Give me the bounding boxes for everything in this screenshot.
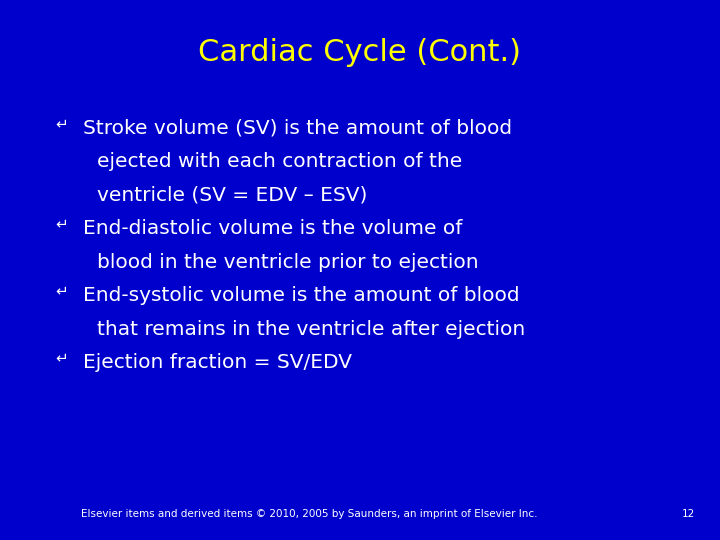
Text: Stroke volume (SV) is the amount of blood: Stroke volume (SV) is the amount of bloo… — [83, 119, 512, 138]
Text: Cardiac Cycle (Cont.): Cardiac Cycle (Cont.) — [199, 38, 521, 67]
Text: End-diastolic volume is the volume of: End-diastolic volume is the volume of — [83, 219, 462, 238]
Text: ↵: ↵ — [55, 217, 68, 232]
Text: ↵: ↵ — [55, 350, 68, 366]
Text: 12: 12 — [682, 509, 695, 519]
Text: blood in the ventricle prior to ejection: blood in the ventricle prior to ejection — [97, 253, 479, 272]
Text: ventricle (SV = EDV – ESV): ventricle (SV = EDV – ESV) — [97, 186, 368, 205]
Text: Elsevier items and derived items © 2010, 2005 by Saunders, an imprint of Elsevie: Elsevier items and derived items © 2010,… — [81, 509, 538, 519]
Text: Ejection fraction = SV/EDV: Ejection fraction = SV/EDV — [83, 353, 352, 372]
Text: that remains in the ventricle after ejection: that remains in the ventricle after ejec… — [97, 320, 526, 339]
Text: ↵: ↵ — [55, 284, 68, 299]
Text: ejected with each contraction of the: ejected with each contraction of the — [97, 152, 462, 171]
Text: ↵: ↵ — [55, 116, 68, 131]
Text: End-systolic volume is the amount of blood: End-systolic volume is the amount of blo… — [83, 286, 519, 305]
